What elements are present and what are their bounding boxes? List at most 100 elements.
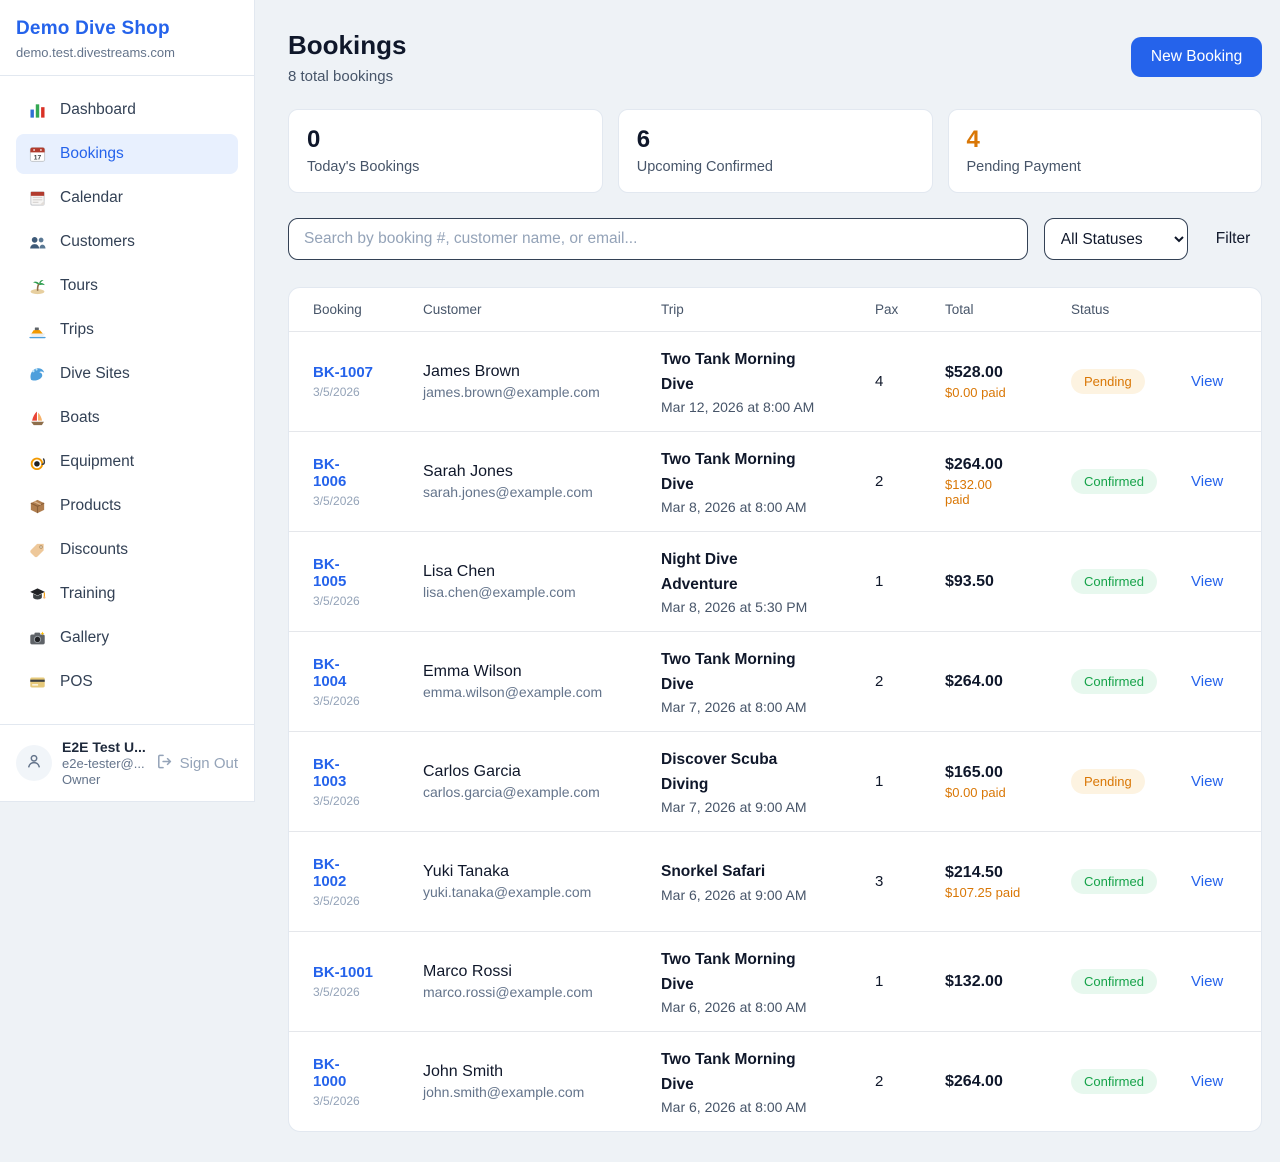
sidebar-item-dashboard[interactable]: Dashboard (16, 90, 238, 130)
trip-datetime: Mar 12, 2026 at 8:00 AM (661, 398, 815, 415)
table-row: BK-1005 3/5/2026 Lisa Chen lisa.chen@exa… (289, 531, 1262, 631)
pax-count: 1 (875, 973, 884, 990)
user-role: Owner (62, 772, 101, 787)
booking-number-link[interactable]: BK-1007 (313, 364, 374, 381)
customer-name: Sarah Jones (423, 463, 513, 480)
customer-name: Yuki Tanaka (423, 863, 509, 880)
sidebar-item-trips[interactable]: Trips (16, 310, 238, 350)
training-icon (28, 585, 47, 604)
paid-amount: $107.25 paid (945, 884, 1021, 900)
column-header-status: Status (1071, 302, 1110, 317)
customer-email: james.brown@example.com (423, 384, 600, 400)
trip-datetime: Mar 7, 2026 at 9:00 AM (661, 798, 807, 815)
sidebar-item-label: Training (60, 585, 116, 602)
booking-number-link[interactable]: BK-1000 (313, 1055, 347, 1090)
sidebar-item-tours[interactable]: Tours (16, 266, 238, 306)
sidebar-item-products[interactable]: Products (16, 486, 238, 526)
customer-email: marco.rossi@example.com (423, 984, 593, 1000)
status-filter-select[interactable]: All Statuses (1043, 218, 1188, 260)
sidebar-item-customers[interactable]: Customers (16, 222, 238, 262)
user-email: e2e-tester@... (62, 756, 145, 771)
sidebar-item-label: Dive Sites (60, 365, 130, 382)
sidebar-item-pos[interactable]: POS (16, 662, 238, 702)
view-link[interactable]: View (1191, 472, 1224, 490)
filter-button[interactable]: Filter (1204, 230, 1262, 248)
status-badge: Confirmed (1071, 1069, 1157, 1094)
sidebar-item-boats[interactable]: Boats (16, 398, 238, 438)
stats-cards: 0 Today's Bookings 6 Upcoming Confirmed 4 Pen… (288, 109, 1263, 193)
view-link[interactable]: View (1191, 372, 1224, 390)
sidebar-nav: Dashboard 17 Bookings Calendar Customers… (0, 76, 254, 716)
booking-number-link[interactable]: BK-1001 (313, 964, 374, 981)
status-badge: Pending (1071, 769, 1145, 794)
booking-number-link[interactable]: BK-1003 (313, 755, 347, 790)
customer-email: yuki.tanaka@example.com (423, 884, 592, 900)
booking-number-link[interactable]: BK-1002 (313, 855, 347, 890)
customer-name: Lisa Chen (423, 563, 496, 580)
sidebar-item-dive-sites[interactable]: Dive Sites (16, 354, 238, 394)
bookings-table: Booking Customer Trip Pax Total Status BK-100… (288, 287, 1263, 1132)
sidebar-item-bookings[interactable]: 17 Bookings (16, 134, 238, 174)
trip-name: Two Tank Morning Dive (661, 351, 796, 393)
dive-sites-icon (28, 365, 47, 384)
booking-number-link[interactable]: BK-1005 (313, 555, 347, 590)
view-link[interactable]: View (1191, 872, 1224, 890)
booking-date: 3/5/2026 (313, 985, 360, 999)
customer-name: Emma Wilson (423, 663, 522, 680)
view-link[interactable]: View (1191, 972, 1224, 990)
sidebar-item-label: Tours (60, 277, 98, 294)
main-content: Bookings 8 total bookings New Booking 0 T… (255, 0, 1280, 1162)
sign-out-button[interactable]: Sign Out (155, 752, 238, 775)
pax-count: 2 (875, 673, 884, 690)
trip-datetime: Mar 7, 2026 at 8:00 AM (661, 698, 807, 715)
table-row: BK-1001 3/5/2026 Marco Rossi marco.rossi… (289, 931, 1262, 1031)
view-link[interactable]: View (1191, 772, 1224, 790)
trip-name: Night Dive Adventure (661, 551, 738, 593)
trip-datetime: Mar 8, 2026 at 8:00 AM (661, 498, 807, 515)
table-row: BK-1004 3/5/2026 Emma Wilson emma.wilson… (289, 631, 1262, 731)
stat-value: 6 (636, 126, 651, 153)
trip-datetime: Mar 6, 2026 at 8:00 AM (661, 998, 807, 1015)
total-amount: $132.00 (945, 972, 1003, 990)
pax-count: 4 (875, 373, 884, 390)
stat-label: Today's Bookings (307, 159, 420, 176)
view-link[interactable]: View (1191, 672, 1224, 690)
new-booking-button[interactable]: New Booking (1130, 37, 1263, 77)
sidebar-item-gallery[interactable]: Gallery (16, 618, 238, 658)
pax-count: 2 (875, 473, 884, 490)
trip-name: Two Tank Morning Dive (661, 451, 796, 493)
pax-count: 3 (875, 873, 884, 890)
sidebar-item-equipment[interactable]: Equipment (16, 442, 238, 482)
search-input[interactable] (288, 218, 1028, 260)
gallery-icon (28, 629, 47, 648)
booking-date: 3/5/2026 (313, 493, 360, 508)
table-row: BK-1006 3/5/2026 Sarah Jones sarah.jones… (289, 431, 1262, 531)
booking-number-link[interactable]: BK-1004 (313, 655, 347, 690)
user-name: E2E Test U... (62, 739, 146, 755)
table-row: BK-1000 3/5/2026 John Smith john.smith@e… (289, 1031, 1262, 1131)
sidebar-item-label: Gallery (60, 629, 110, 646)
table-header-row: Booking Customer Trip Pax Total Status (289, 288, 1261, 331)
column-header-pax: Pax (875, 302, 899, 317)
sidebar-item-discounts[interactable]: Discounts (16, 530, 238, 570)
sign-out-label: Sign Out (179, 754, 238, 772)
sidebar-item-training[interactable]: Training (16, 574, 238, 614)
view-link[interactable]: View (1191, 572, 1224, 590)
sidebar-header: Demo Dive Shop demo.test.divestreams.com (0, 0, 254, 76)
shop-name: Demo Dive Shop (16, 18, 170, 39)
sign-out-icon (155, 752, 174, 775)
status-badge: Confirmed (1071, 969, 1157, 994)
customer-email: emma.wilson@example.com (423, 684, 603, 700)
view-link[interactable]: View (1191, 1072, 1224, 1090)
table-body: BK-1007 3/5/2026 James Brown james.brown… (289, 331, 1262, 1131)
sidebar-item-label: Customers (60, 233, 135, 250)
sidebar-item-calendar[interactable]: Calendar (16, 178, 238, 218)
column-header-booking: Booking (313, 302, 362, 317)
trip-name: Two Tank Morning Dive (661, 951, 796, 993)
stat-label: Upcoming Confirmed (636, 159, 773, 176)
paid-amount: $0.00 paid (945, 384, 1006, 400)
svg-text:17: 17 (34, 154, 42, 161)
booking-number-link[interactable]: BK-1006 (313, 455, 347, 490)
stat-value: 4 (966, 126, 980, 153)
status-badge: Confirmed (1071, 469, 1157, 494)
